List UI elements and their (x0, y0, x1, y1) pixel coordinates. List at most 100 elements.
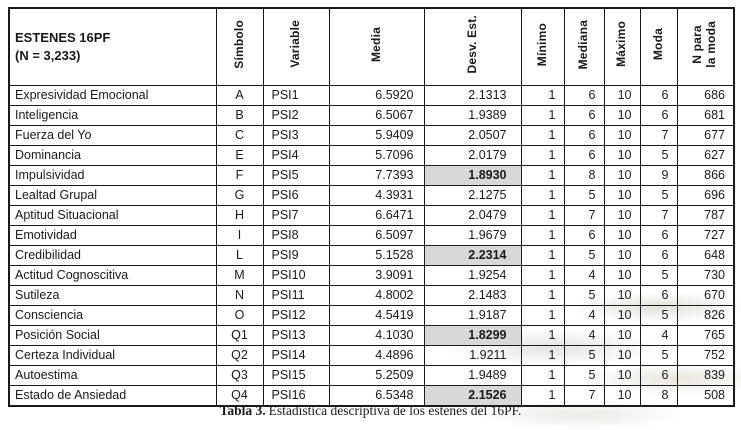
column-header-cell: N para la moda (676, 7, 735, 86)
cell-mediana: 6 (563, 84, 605, 106)
cell-max: 10 (603, 364, 641, 386)
cell-desv: 1.9489 (423, 364, 522, 386)
cell-mediana: 8 (563, 164, 605, 186)
table-row: Credibilidad L PSI9 5.1528 2.2314 1 5 10 6 648 (8, 244, 735, 266)
cell-label: Credibilidad (8, 244, 217, 266)
cell-max: 10 (603, 244, 641, 266)
cell-label: Actitud Cognoscitiva (8, 264, 217, 286)
cell-desv: 1.9187 (423, 304, 522, 326)
cell-max: 10 (603, 104, 641, 126)
cell-mediana: 5 (563, 244, 605, 266)
cell-max: 10 (603, 224, 641, 246)
table-row: Dominancia E PSI4 5.7096 2.0179 1 6 10 5 627 (8, 144, 735, 166)
cell-min: 1 (520, 344, 565, 366)
cell-max: 10 (603, 124, 641, 146)
cell-desv: 1.9211 (423, 344, 522, 366)
cell-desv: 2.1275 (423, 184, 522, 206)
cell-simbolo: G (215, 184, 264, 206)
cell-label: Autoestima (8, 364, 217, 386)
cell-n_moda: 839 (676, 364, 735, 386)
cell-label: Sutileza (8, 284, 217, 306)
cell-n_moda: 727 (676, 224, 735, 246)
table-row: Sutileza N PSI11 4.8002 2.1483 1 5 10 6 670 (8, 284, 735, 306)
cell-desv: 1.9679 (423, 224, 522, 246)
column-header-label: Desv. Est. (464, 15, 479, 74)
cell-mediana: 6 (563, 104, 605, 126)
table-row: Impulsividad F PSI5 7.7393 1.8930 1 8 10 9 866 (8, 164, 735, 186)
cell-min: 1 (520, 144, 565, 166)
cell-simbolo: Q2 (215, 344, 264, 366)
cell-simbolo: O (215, 304, 264, 326)
cell-desv: 1.8930 (423, 164, 522, 186)
cell-variable: PSI1 (262, 84, 330, 106)
cell-max: 10 (603, 264, 641, 286)
cell-min: 1 (520, 224, 565, 246)
cell-max: 10 (603, 144, 641, 166)
cell-simbolo: F (215, 164, 264, 186)
cell-moda: 5 (639, 264, 678, 286)
cell-min: 1 (520, 204, 565, 226)
cell-n_moda: 787 (676, 204, 735, 226)
column-header-cell: Variable (262, 7, 330, 86)
cell-media: 5.7096 (328, 144, 425, 166)
table-row: Autoestima Q3 PSI15 5.2509 1.9489 1 5 10 6 839 (8, 364, 735, 386)
cell-mediana: 6 (563, 124, 605, 146)
cell-min: 1 (520, 84, 565, 106)
cell-moda: 6 (639, 244, 678, 266)
cell-media: 4.3931 (328, 184, 425, 206)
table-sample-size: (N = 3,233) (15, 47, 81, 63)
cell-simbolo: C (215, 124, 264, 146)
cell-label: Posición Social (8, 324, 217, 346)
cell-variable: PSI15 (262, 364, 330, 386)
cell-moda: 6 (639, 224, 678, 246)
table-row: Aptitud Situacional H PSI7 6.6471 2.0479 1 7 10… (8, 204, 735, 226)
cell-n_moda: 765 (676, 324, 735, 346)
cell-media: 5.9409 (328, 124, 425, 146)
cell-variable: PSI7 (262, 204, 330, 226)
cell-moda: 6 (639, 284, 678, 306)
cell-desv: 2.1313 (423, 84, 522, 106)
cell-simbolo: M (215, 264, 264, 286)
cell-n_moda: 677 (676, 124, 735, 146)
cell-desv: 2.0179 (423, 144, 522, 166)
column-header-cell: Media (328, 7, 425, 86)
header-row: ESTENES 16PF (N = 3,233) Símbolo Variable… (8, 7, 735, 86)
cell-media: 7.7393 (328, 164, 425, 186)
cell-min: 1 (520, 184, 565, 206)
cell-simbolo: Q3 (215, 364, 264, 386)
cell-simbolo: N (215, 284, 264, 306)
cell-moda: 7 (639, 124, 678, 146)
cell-media: 6.6471 (328, 204, 425, 226)
column-header-label: Mediana (576, 19, 591, 69)
cell-label: Expresividad Emocional (8, 84, 217, 106)
cell-simbolo: Q1 (215, 324, 264, 346)
cell-variable: PSI9 (262, 244, 330, 266)
table-row: Actitud Cognoscitiva M PSI10 3.9091 1.9254 1 4… (8, 264, 735, 286)
column-header-label: N para la moda (690, 20, 719, 68)
cell-n_moda: 866 (676, 164, 735, 186)
cell-variable: PSI16 (262, 384, 330, 406)
cell-label: Fuerza del Yo (8, 124, 217, 146)
column-header-label: Mínimo (534, 22, 549, 66)
cell-n_moda: 670 (676, 284, 735, 306)
cell-moda: 6 (639, 364, 678, 386)
cell-mediana: 4 (563, 264, 605, 286)
cell-simbolo: Q4 (215, 384, 264, 406)
cell-moda: 7 (639, 204, 678, 226)
cell-min: 1 (520, 324, 565, 346)
cell-label: Certeza Individual (8, 344, 217, 366)
cell-variable: PSI13 (262, 324, 330, 346)
cell-n_moda: 686 (676, 84, 735, 106)
table-row: Emotividad I PSI8 6.5097 1.9679 1 6 10 6 727 (8, 224, 735, 246)
cell-max: 10 (603, 344, 641, 366)
cell-media: 4.5419 (328, 304, 425, 326)
cell-max: 10 (603, 384, 641, 406)
cell-n_moda: 752 (676, 344, 735, 366)
cell-variable: PSI4 (262, 144, 330, 166)
cell-moda: 5 (639, 184, 678, 206)
cell-min: 1 (520, 264, 565, 286)
column-header-cell: Mínimo (520, 7, 565, 86)
table-title-cell: ESTENES 16PF (N = 3,233) (8, 7, 217, 86)
cell-mediana: 7 (563, 204, 605, 226)
